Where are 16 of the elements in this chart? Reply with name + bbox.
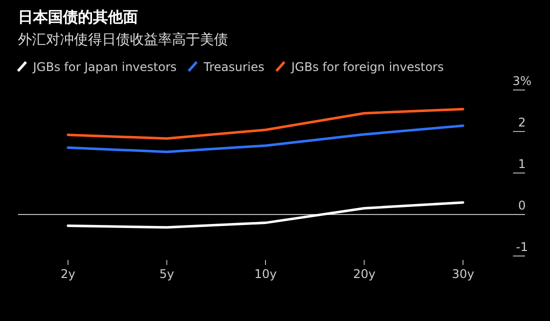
legend-item: JGBs for foreign investors [275, 60, 444, 74]
x-tick-label: 20y [353, 267, 376, 281]
x-tick-label: 30y [452, 267, 474, 281]
legend-label: Treasuries [202, 60, 264, 74]
legend-item: Treasuries [188, 60, 264, 74]
y-tick-label: 1 [518, 157, 526, 171]
x-tick-label: 5y [159, 267, 174, 281]
y-tick-label: 3% [512, 74, 532, 88]
legend-item: JGBs for Japan investors [17, 60, 177, 74]
x-tick-label: 2y [60, 267, 76, 281]
y-tick-label: 0 [518, 198, 526, 212]
chart-title: 日本国债的其他面 [18, 8, 138, 26]
y-tick-label: 2 [518, 116, 526, 130]
y-tick-label: -1 [516, 240, 528, 254]
chart-subtitle: 外汇对冲使得日债收益率高于美债 [18, 32, 228, 48]
x-tick-label: 10y [254, 267, 277, 281]
